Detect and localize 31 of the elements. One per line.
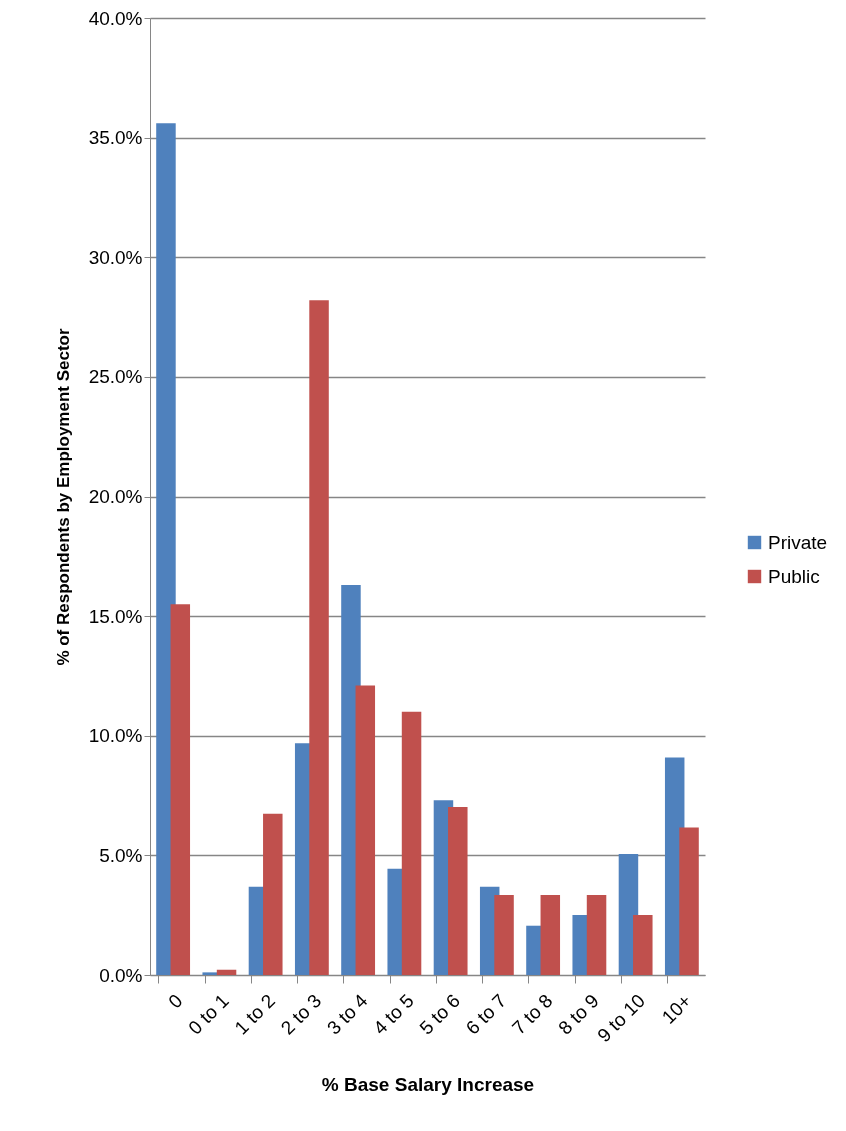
- bar: [448, 807, 468, 975]
- x-tick-label: 4 to 5: [369, 990, 418, 1039]
- bar: [540, 895, 561, 975]
- y-axis-title: % of Respondents by Employment Sector: [53, 328, 73, 666]
- bar: [679, 827, 699, 975]
- y-tick-label: 35.0%: [88, 127, 143, 149]
- bar: [309, 300, 329, 975]
- y-tick-label: 15.0%: [88, 605, 143, 627]
- x-tick-label: 0 to 1: [184, 990, 233, 1039]
- bar: [586, 895, 607, 975]
- y-tick-label: 20.0%: [88, 486, 143, 507]
- y-tick-label: 40.0%: [88, 7, 143, 29]
- legend-label: Public: [768, 565, 820, 587]
- legend-label: Private: [768, 531, 828, 553]
- x-tick-label: 10+: [657, 990, 696, 1028]
- y-tick-label: 0.0%: [99, 964, 143, 986]
- bar: [263, 813, 283, 975]
- bar: [355, 685, 376, 975]
- x-tick-label: 7 to 8: [508, 990, 557, 1039]
- y-tick-label: 25.0%: [88, 366, 143, 388]
- bar: [633, 914, 653, 975]
- y-tick-label: 10.0%: [88, 725, 143, 747]
- x-tick-label: 3 to 4: [323, 989, 372, 1039]
- bar: [216, 969, 237, 975]
- x-tick-label: 0: [164, 990, 187, 1013]
- x-axis-title: % Base Salary Increase: [321, 1074, 535, 1096]
- bar: [494, 895, 514, 975]
- bar: [401, 711, 422, 975]
- bar: [170, 604, 191, 975]
- y-tick-label: 5.0%: [99, 844, 143, 866]
- y-tick-label: 30.0%: [88, 246, 143, 268]
